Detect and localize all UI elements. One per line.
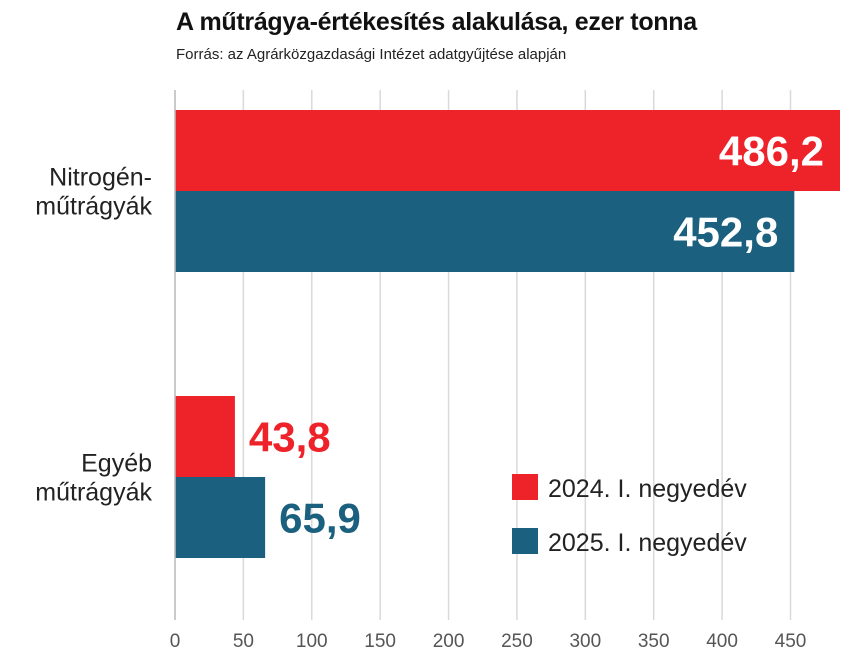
bar	[175, 477, 266, 558]
chart-title: A műtrágya-értékesítés alakulása, ezer t…	[176, 8, 697, 36]
category-label-line: műtrágyák	[35, 193, 152, 221]
data-label: 486,2	[719, 128, 824, 175]
legend-label: 2024. I. negyedév	[548, 475, 747, 503]
x-tick-label: 50	[233, 631, 254, 652]
x-tick-label: 350	[638, 631, 670, 652]
data-label: 43,8	[249, 414, 331, 461]
legend-swatch	[512, 474, 538, 500]
bar	[175, 191, 795, 272]
category-label-line: Egyéb	[81, 450, 152, 478]
legend-label: 2025. I. negyedév	[548, 529, 747, 557]
x-tick-label: 0	[170, 631, 181, 652]
x-tick-label: 150	[364, 631, 396, 652]
x-tick-label: 400	[706, 631, 738, 652]
category-label: Egyéb műtrágyák	[35, 450, 152, 507]
x-tick-label: 100	[296, 631, 328, 652]
legend-swatch	[512, 528, 538, 554]
x-tick-label: 450	[775, 631, 807, 652]
chart-subtitle: Forrás: az Agrárközgazdasági Intézet ada…	[176, 46, 567, 63]
category-label: Nitrogén-műtrágyák	[35, 164, 152, 221]
category-label-line: Nitrogén-	[49, 164, 152, 192]
data-label: 452,8	[673, 209, 778, 256]
category-label-line: műtrágyák	[35, 479, 152, 507]
bar	[175, 396, 235, 477]
bar	[175, 110, 840, 191]
x-tick-label: 200	[433, 631, 465, 652]
x-tick-label: 300	[569, 631, 601, 652]
data-label: 65,9	[279, 495, 361, 542]
x-tick-label: 250	[501, 631, 533, 652]
